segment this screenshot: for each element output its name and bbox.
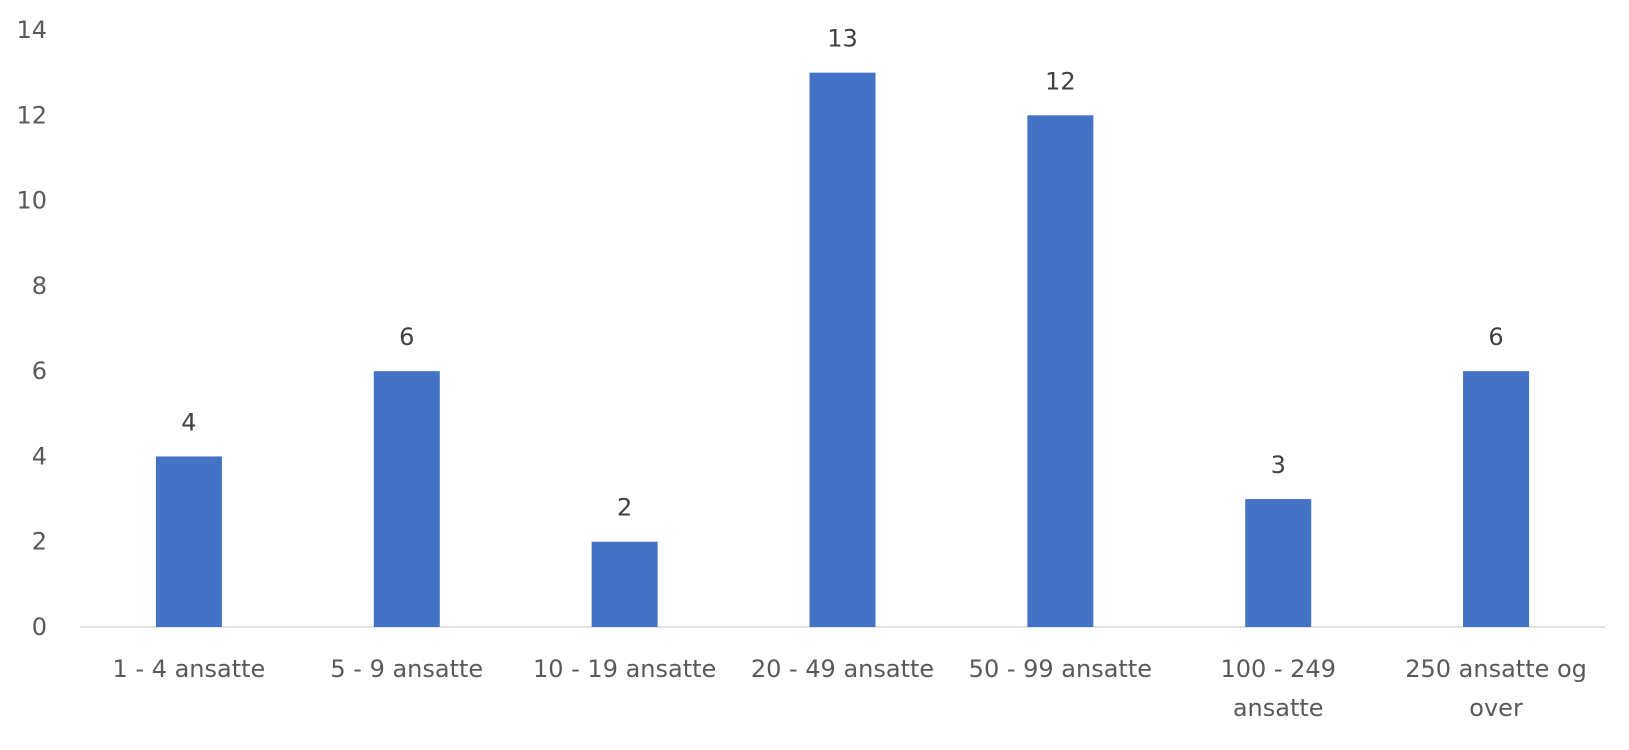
x-tick-label: 50 - 99 ansatte [969,655,1152,683]
category-labels: 1 - 4 ansatte 5 - 9 ansatte 10 - 19 ansatt… [113,655,1587,722]
data-label: 6 [1488,323,1503,351]
data-label: 2 [617,494,632,522]
data-label: 12 [1045,67,1076,95]
y-tick-label: 6 [32,357,47,385]
data-labels: 4 6 2 13 12 3 6 [181,25,1503,522]
data-label: 13 [827,25,858,53]
bar [155,456,222,627]
y-tick-label: 10 [16,187,47,215]
bar [591,541,658,627]
x-tick-label: 10 - 19 ansatte [533,655,716,683]
bar [1245,499,1312,627]
bar [1463,371,1530,627]
bar [1027,115,1094,628]
y-tick-label: 12 [16,101,47,129]
data-label: 6 [399,323,414,351]
bars [155,72,1530,628]
x-tick-label: 20 - 49 ansatte [751,655,934,683]
y-tick-label: 0 [32,613,47,641]
bar [809,72,876,627]
bar [373,371,440,627]
y-tick-label: 2 [32,528,47,556]
x-tick-label: over [1469,694,1523,722]
x-tick-label: 5 - 9 ansatte [330,655,483,683]
x-tick-label: ansatte [1233,694,1324,722]
x-tick-label: 100 - 249 [1220,655,1336,683]
data-label: 3 [1271,451,1286,479]
y-axis-ticks: 0 2 4 6 8 10 12 14 [16,16,47,641]
x-tick-label: 250 ansatte og [1405,655,1587,683]
data-label: 4 [181,408,196,436]
x-tick-label: 1 - 4 ansatte [113,655,266,683]
y-tick-label: 4 [32,442,47,470]
y-tick-label: 8 [32,272,47,300]
y-tick-label: 14 [16,16,47,44]
